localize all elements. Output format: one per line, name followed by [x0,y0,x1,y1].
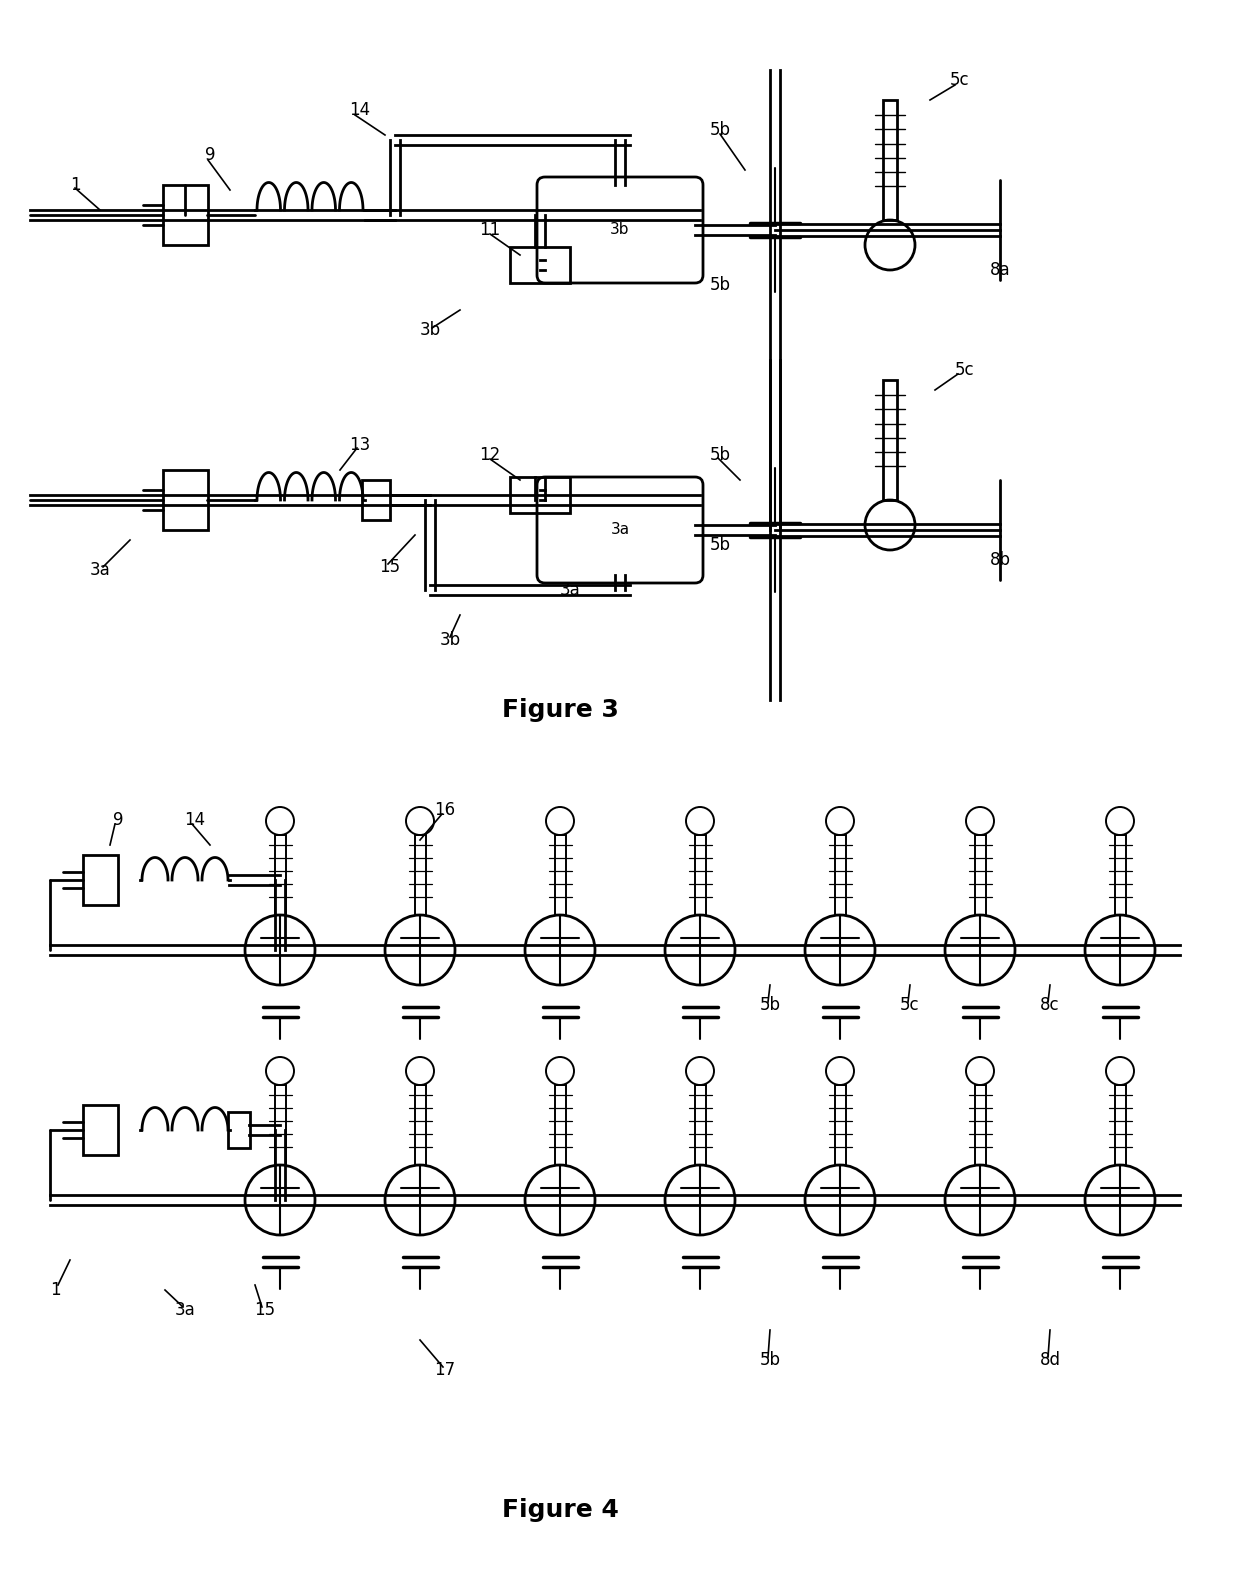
Text: 5b: 5b [709,536,730,554]
Bar [975,835,986,915]
Text: 5c: 5c [900,996,920,1015]
Bar [554,835,565,915]
Bar [510,477,570,513]
Text: 3a: 3a [559,580,580,599]
Text: 3b: 3b [610,222,630,238]
Text: 8c: 8c [1040,996,1060,1015]
Text: 17: 17 [434,1361,455,1380]
Text: 9: 9 [113,812,123,829]
Bar [274,835,285,915]
Text: 5b: 5b [759,1351,780,1369]
Text: 8a: 8a [990,261,1011,278]
Text: 12: 12 [480,447,501,464]
Text: 3b: 3b [439,631,460,650]
Text: 13: 13 [350,436,371,455]
Bar [362,480,391,521]
Text: 5b: 5b [709,447,730,464]
Text: 3a: 3a [89,562,110,579]
Bar [694,1085,706,1166]
Text: 5b: 5b [709,121,730,138]
Text: 8b: 8b [990,551,1011,569]
Text: 3b: 3b [419,321,440,340]
Text: 15: 15 [254,1301,275,1320]
Bar [510,247,570,283]
Text: 3a: 3a [175,1301,196,1320]
Text: 5b: 5b [759,996,780,1015]
Text: 1: 1 [50,1280,61,1299]
Bar [414,835,425,915]
Text: 14: 14 [350,101,371,120]
Bar [414,1085,425,1166]
Text: 9: 9 [205,146,216,164]
Bar [83,1104,118,1155]
Bar [835,1085,846,1166]
Text: 11: 11 [480,220,501,239]
Text: 5b: 5b [709,275,730,294]
Bar [975,1085,986,1166]
Text: 14: 14 [185,812,206,829]
Bar [162,186,207,245]
Text: Figure 3: Figure 3 [501,698,619,722]
Bar [1115,1085,1126,1166]
Text: 16: 16 [434,801,455,820]
Text: Figure 4: Figure 4 [501,1497,619,1523]
Bar [83,856,118,904]
Bar [554,1085,565,1166]
Text: 1: 1 [69,176,81,193]
Bar [835,835,846,915]
Bar [883,381,897,500]
Bar [162,470,207,530]
Bar [228,1112,250,1148]
Text: 5c: 5c [955,360,975,379]
Text: 3a: 3a [610,522,630,538]
Text: 5c: 5c [950,71,970,90]
Bar [694,835,706,915]
Text: 15: 15 [379,558,401,576]
Bar [1115,835,1126,915]
Bar [274,1085,285,1166]
Bar [883,101,897,220]
Text: 8d: 8d [1039,1351,1060,1369]
